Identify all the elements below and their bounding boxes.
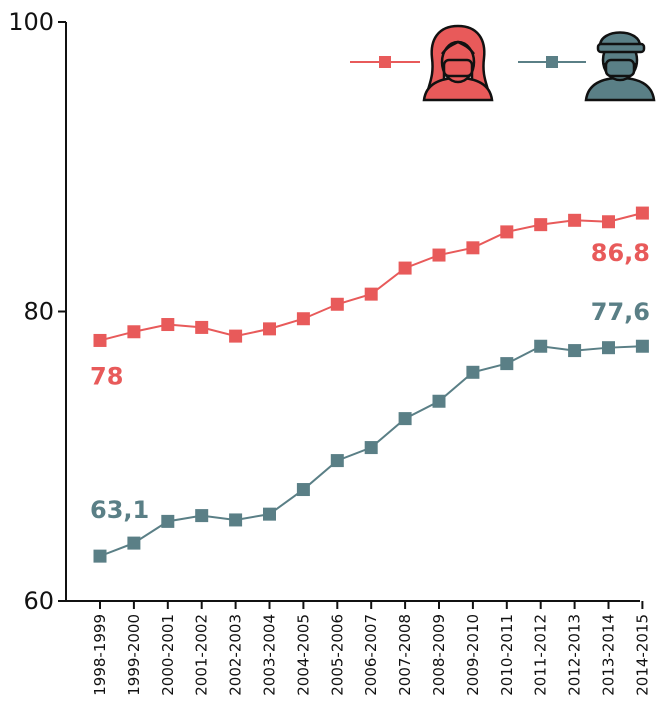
data-point — [229, 329, 243, 343]
data-point — [534, 218, 548, 232]
data-point — [263, 322, 276, 336]
data-point — [127, 325, 141, 339]
y-ticks: 60 80 100 — [8, 8, 66, 615]
legend-swatch-marker — [546, 56, 558, 68]
data-point — [602, 215, 615, 229]
data-point — [635, 339, 649, 353]
x-tick-label: 2002-2003 — [227, 614, 245, 696]
first-value-label: 78 — [90, 362, 123, 390]
x-tick-label: 2006-2007 — [362, 614, 380, 696]
x-tick-label: 2012-2013 — [566, 614, 584, 696]
data-point — [296, 312, 310, 326]
data-point — [568, 344, 582, 358]
first-value-label: 63,1 — [90, 496, 149, 524]
x-tick-label: 2004-2005 — [294, 614, 312, 696]
x-tick-label: 2009-2010 — [464, 614, 482, 696]
x-tick-label: 1999-2000 — [125, 614, 143, 696]
data-point — [534, 339, 548, 353]
series-boy — [93, 339, 649, 563]
x-tick-label: 2010-2011 — [498, 614, 516, 696]
boy-icon — [584, 31, 656, 102]
x-tick-label: 1998-1999 — [91, 614, 109, 696]
data-point — [500, 357, 514, 371]
y-tick-label: 80 — [23, 298, 54, 326]
data-point — [229, 513, 243, 527]
x-tick-label: 2013-2014 — [600, 614, 618, 696]
data-point — [466, 241, 480, 255]
legend-swatch-marker — [379, 56, 391, 68]
data-point — [635, 206, 649, 220]
x-ticks: 1998-1999 1999-2000 2000-2001 2001-2002 2002… — [91, 601, 651, 696]
x-tick-label: 2000-2001 — [159, 614, 177, 696]
legend — [350, 24, 656, 102]
x-tick-label: 2008-2009 — [430, 614, 448, 696]
series-girl — [93, 206, 649, 347]
data-point — [161, 514, 175, 528]
series-line — [99, 212, 643, 342]
y-tick-label: 60 — [23, 587, 54, 615]
x-tick-label: 2014-2015 — [633, 614, 651, 696]
y-tick-label: 100 — [8, 8, 54, 36]
data-point — [161, 318, 175, 332]
data-point — [195, 320, 209, 334]
legend-item-boy — [518, 31, 656, 102]
data-point — [93, 333, 107, 347]
data-point — [432, 248, 446, 262]
x-tick-label: 2001-2002 — [193, 614, 211, 696]
data-point — [432, 394, 446, 408]
data-point — [466, 365, 480, 379]
legend-item-girl — [350, 24, 494, 102]
girl-icon — [422, 24, 494, 102]
data-point — [364, 287, 378, 301]
data-point — [568, 213, 582, 227]
x-tick-label: 2007-2008 — [396, 614, 414, 696]
data-point — [602, 341, 615, 355]
data-point — [127, 536, 141, 550]
data-point — [296, 483, 310, 497]
data-point — [364, 441, 378, 455]
series-group — [93, 206, 649, 563]
data-point — [195, 509, 209, 523]
data-point — [330, 297, 344, 311]
data-point — [500, 225, 514, 239]
axes — [65, 22, 640, 602]
data-point — [398, 261, 412, 275]
data-labels: 78 86,8 63,1 77,6 — [90, 239, 650, 524]
data-point — [330, 454, 344, 468]
x-tick-label: 2003-2004 — [261, 614, 279, 696]
data-point — [93, 549, 107, 563]
last-value-label: 86,8 — [591, 239, 650, 267]
data-point — [263, 507, 276, 521]
last-value-label: 77,6 — [591, 298, 650, 326]
x-tick-label: 2005-2006 — [328, 614, 346, 696]
x-tick-label: 2011-2012 — [532, 614, 550, 696]
data-point — [398, 412, 412, 426]
